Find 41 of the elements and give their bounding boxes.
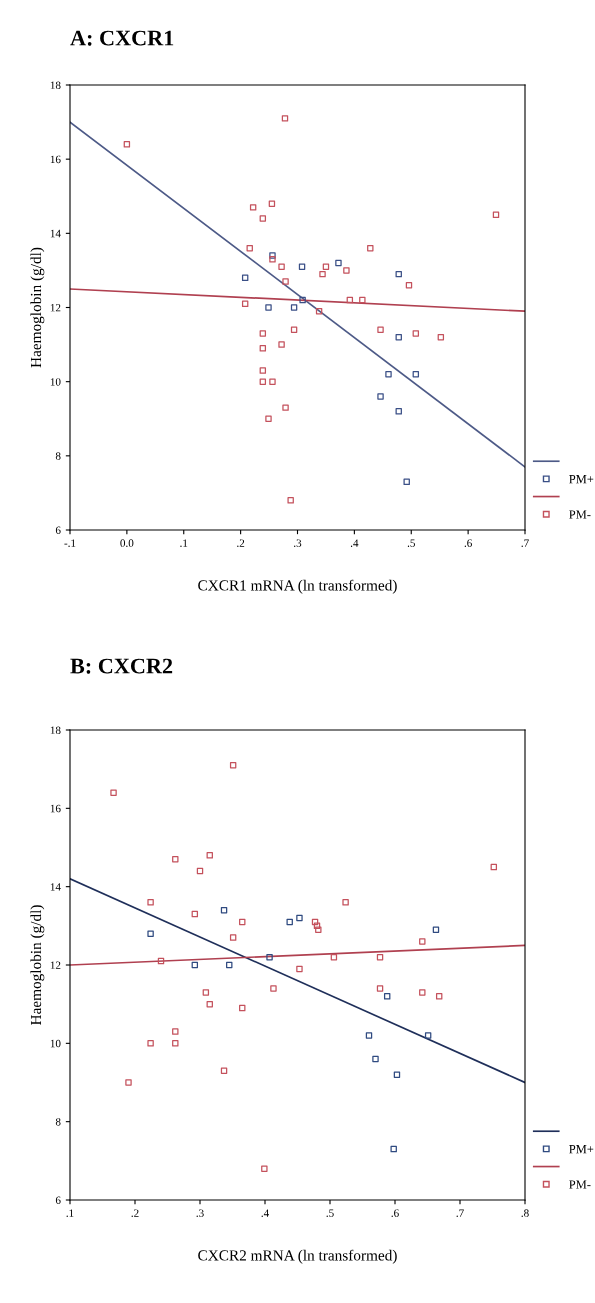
x-tick-label: .8 xyxy=(521,1209,529,1217)
y-axis-title: Haemoglobin (g/dl) xyxy=(30,247,45,368)
legend-label: PM+ xyxy=(569,1145,594,1154)
x-tick-label: .1 xyxy=(180,539,188,547)
legend-label: PM+ xyxy=(569,475,594,484)
legend-label: PM- xyxy=(569,510,591,519)
y-tick-label: 18 xyxy=(50,726,61,734)
y-tick-label: 16 xyxy=(50,804,61,813)
y-tick-label: 16 xyxy=(50,155,61,164)
x-tick-label: .5 xyxy=(326,1209,334,1217)
chart-title: A: CXCR1 xyxy=(70,30,174,46)
y-tick-label: 10 xyxy=(50,378,61,386)
x-tick-label: .7 xyxy=(456,1209,464,1217)
y-tick-label: 8 xyxy=(55,1118,61,1126)
x-tick-label: .3 xyxy=(196,1209,204,1217)
x-tick-label: .1 xyxy=(66,1209,74,1217)
y-tick-label: 8 xyxy=(55,452,61,460)
x-tick-label: .4 xyxy=(350,539,359,547)
y-axis-title: Haemoglobin (g/dl) xyxy=(30,905,45,1026)
y-tick-label: 14 xyxy=(50,883,61,891)
x-tick-label: .6 xyxy=(391,1209,399,1217)
x-tick-label: .2 xyxy=(237,539,245,547)
x-axis-title: CXCR1 mRNA (ln transformed) xyxy=(198,579,397,594)
x-tick-label: .5 xyxy=(407,539,415,547)
y-tick-label: 12 xyxy=(50,961,61,969)
x-tick-label: .4 xyxy=(261,1209,269,1217)
x-tick-label: -.1 xyxy=(64,539,76,547)
y-tick-label: 14 xyxy=(50,229,61,238)
x-axis-title: CXCR2 mRNA (ln transformed) xyxy=(198,1249,397,1264)
x-tick-label: 0.0 xyxy=(120,539,134,547)
y-tick-label: 6 xyxy=(55,1196,61,1204)
x-tick-label: .2 xyxy=(131,1209,139,1217)
x-tick-label: .6 xyxy=(464,539,472,547)
y-tick-label: 6 xyxy=(55,526,61,534)
y-tick-label: 10 xyxy=(50,1039,61,1048)
chart-title: B: CXCR2 xyxy=(70,658,173,674)
y-tick-label: 12 xyxy=(50,304,61,312)
x-tick-label: .3 xyxy=(294,539,302,547)
y-tick-label: 18 xyxy=(50,81,61,89)
legend-label: PM- xyxy=(569,1180,591,1189)
x-tick-label: .7 xyxy=(521,539,529,547)
